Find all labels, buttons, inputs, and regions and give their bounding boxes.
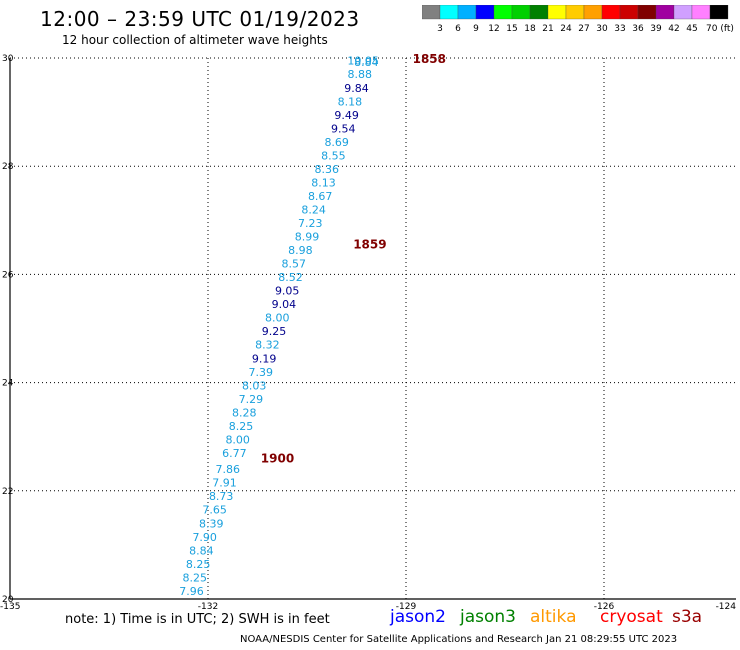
color-scale-label: 30 bbox=[596, 24, 608, 34]
swh-value-label: 7.23 bbox=[298, 217, 323, 230]
y-tick-label: 26 bbox=[2, 270, 14, 280]
color-scale-label: 42 bbox=[668, 24, 679, 34]
swh-value-label: 7.39 bbox=[249, 366, 274, 379]
footer-note: note: 1) Time is in UTC; 2) SWH is in fe… bbox=[65, 612, 330, 627]
swh-value-label: 8.84 bbox=[354, 56, 379, 69]
color-scale-label: 45 bbox=[686, 24, 697, 34]
legend-s3a: s3a bbox=[672, 607, 703, 627]
pass-time-label: 1901 bbox=[215, 609, 248, 610]
y-tick-label: 30 bbox=[2, 54, 14, 64]
swh-value-label: 8.24 bbox=[301, 203, 326, 216]
swh-value-label: 8.25 bbox=[186, 558, 211, 571]
swh-value-label: 9.54 bbox=[331, 122, 356, 135]
swh-value-label: 8.25 bbox=[183, 571, 208, 584]
swh-value-label: 8.36 bbox=[315, 163, 340, 176]
swh-value-label: 7.90 bbox=[192, 531, 217, 544]
swh-value-label: 8.98 bbox=[288, 244, 313, 257]
color-scale-label: 27 bbox=[578, 24, 589, 34]
swh-value-label: 8.73 bbox=[209, 490, 234, 503]
legend-cryosat: cryosat bbox=[600, 607, 663, 627]
swh-value-label: 8.18 bbox=[338, 95, 363, 108]
color-scale-label: 24 bbox=[560, 24, 572, 34]
swh-value-label: 9.05 bbox=[275, 285, 300, 298]
x-tick-label: -124 bbox=[716, 602, 737, 610]
swh-value-label: 7.29 bbox=[239, 393, 264, 406]
y-tick-label: 22 bbox=[2, 487, 13, 497]
pass-time-label: 1858 bbox=[413, 52, 446, 66]
color-scale-label: 6 bbox=[455, 24, 461, 34]
wave-height-map: 302826242220-135-132-129-126-123-12410.0… bbox=[0, 52, 737, 610]
credit-line: NOAA/NESDIS Center for Satellite Applica… bbox=[240, 634, 678, 645]
swh-value-label: 10.05 bbox=[347, 55, 379, 68]
swh-value-label: 8.00 bbox=[225, 433, 250, 446]
swh-value-label: 8.67 bbox=[308, 190, 333, 203]
swh-value-label: 7.86 bbox=[216, 463, 241, 476]
x-tick-label: -129 bbox=[396, 602, 417, 610]
swh-value-label: 8.57 bbox=[282, 258, 307, 271]
swh-value-label: 8.88 bbox=[348, 68, 373, 81]
swh-value-label: 8.32 bbox=[255, 339, 280, 352]
pass-time-label: 1859 bbox=[353, 238, 386, 252]
swh-value-label: 7.91 bbox=[212, 477, 237, 490]
swh-value-label: 8.25 bbox=[229, 420, 254, 433]
swh-value-label: 9.84 bbox=[344, 82, 369, 95]
swh-value-label: 8.13 bbox=[311, 176, 336, 189]
swh-value-label: 9.25 bbox=[262, 325, 287, 338]
color-swatch bbox=[709, 5, 729, 20]
legend-jason3: jason3 bbox=[460, 607, 516, 627]
color-scale-label: 12 bbox=[488, 24, 499, 34]
legend-jason2: jason2 bbox=[390, 607, 446, 627]
swh-value-label: 8.53 bbox=[176, 598, 201, 610]
page-subtitle: 12 hour collection of altimeter wave hei… bbox=[62, 33, 328, 47]
swh-value-label: 7.65 bbox=[202, 504, 227, 517]
color-scale-label: 3 bbox=[437, 24, 443, 34]
x-tick-label: -135 bbox=[0, 602, 20, 610]
swh-value-label: 8.99 bbox=[295, 231, 320, 244]
color-scale-label: 36 bbox=[632, 24, 644, 34]
swh-value-label: 7.96 bbox=[179, 585, 204, 598]
swh-value-label: 8.28 bbox=[232, 406, 257, 419]
swh-value-label: 8.00 bbox=[265, 312, 290, 325]
data-layer: 10.058.848.889.848.189.499.548.698.558.3… bbox=[176, 52, 446, 610]
y-tick-label: 24 bbox=[2, 379, 14, 389]
swh-value-label: 8.03 bbox=[242, 379, 267, 392]
page-title: 12:00 – 23:59 UTC 01/19/2023 bbox=[40, 7, 360, 31]
swh-value-label: 8.55 bbox=[321, 149, 346, 162]
swh-value-label: 8.69 bbox=[324, 136, 349, 149]
swh-value-label: 8.39 bbox=[199, 517, 224, 530]
swh-value-label: 6.77 bbox=[222, 447, 247, 460]
color-scale-label: 33 bbox=[614, 24, 625, 34]
swh-value-label: 9.04 bbox=[272, 298, 297, 311]
legend-altika: altika bbox=[530, 607, 577, 627]
y-tick-label: 28 bbox=[2, 162, 14, 172]
y-tick-label: 20 bbox=[2, 595, 14, 605]
x-tick-label: -132 bbox=[198, 602, 218, 610]
pass-time-label: 1900 bbox=[261, 451, 294, 465]
color-scale-legend: 3 6 9 12 15 18 21 24 27 30 33 36 39 42 45 70 (ft) bbox=[422, 5, 734, 34]
color-scale-label: 70 (ft) bbox=[706, 24, 734, 34]
x-tick-label: -126 bbox=[594, 602, 615, 610]
swh-value-label: 9.19 bbox=[252, 352, 277, 365]
color-scale-label: 15 bbox=[506, 24, 517, 34]
color-scale-label: 18 bbox=[524, 24, 536, 34]
swh-value-label: 9.49 bbox=[334, 109, 359, 122]
color-scale-label: 21 bbox=[542, 24, 553, 34]
swh-value-label: 8.84 bbox=[189, 544, 214, 557]
swh-value-label: 8.52 bbox=[278, 271, 303, 284]
color-scale-label: 39 bbox=[650, 24, 662, 34]
color-scale-label: 9 bbox=[473, 24, 479, 34]
